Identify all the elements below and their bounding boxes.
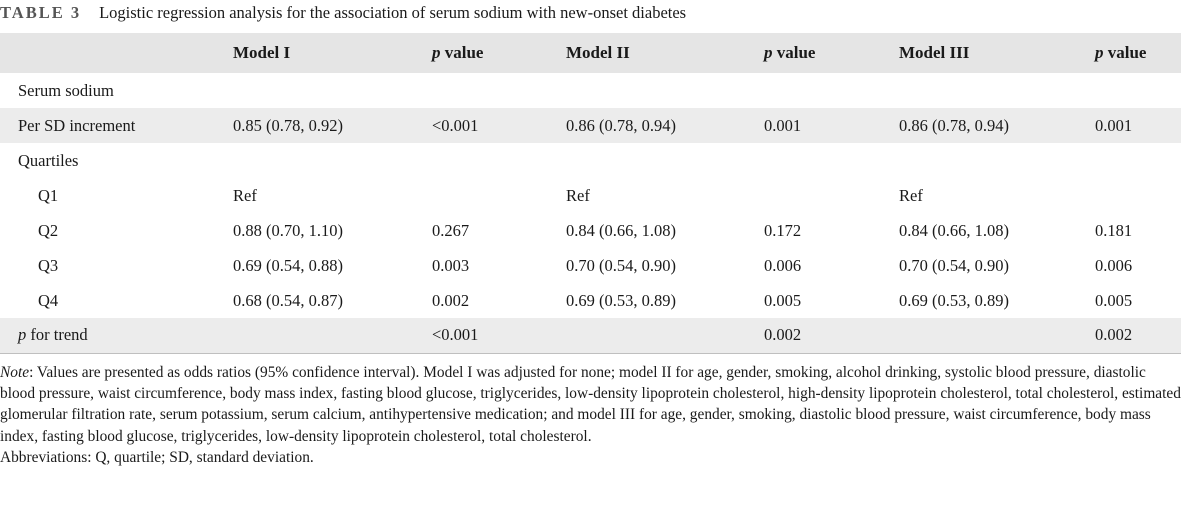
table-label: TABLE 3: [0, 3, 82, 22]
odds-ratio-cell: 0.86 (0.78, 0.94): [566, 115, 676, 135]
row-label: Q1: [38, 185, 59, 205]
odds-ratio-cell: 0.85 (0.78, 0.92): [233, 115, 343, 135]
row-label-text: for trend: [30, 325, 88, 345]
p-value-cell: [764, 143, 899, 178]
table-body: Serum sodium Per SD increment 0.85 (0.78, …: [0, 73, 1181, 353]
p-value-cell: [1095, 73, 1181, 108]
header-model-1: Model I: [233, 43, 291, 62]
p-value-cell: 0.172: [764, 220, 802, 240]
table-row: Per SD increment 0.85 (0.78, 0.92) <0.001 0…: [0, 108, 1181, 143]
row-label: p for trend: [0, 318, 233, 353]
p-value-cell: [764, 178, 899, 213]
row-label: Per SD increment: [18, 115, 136, 135]
odds-ratio-cell: [899, 73, 1095, 108]
table-row: Q1 Ref Ref Ref: [0, 178, 1181, 213]
odds-ratio-cell: 0.69 (0.53, 0.89): [899, 290, 1009, 310]
p-value-cell: [432, 178, 566, 213]
table-footnote: Note: Values are presented as odds ratio…: [0, 362, 1181, 468]
header-model-2: Model II: [566, 43, 630, 62]
odds-ratio-cell: [233, 318, 432, 353]
table-header-row: Model I p value Model II p value Model I…: [0, 33, 1181, 73]
p-value-cell: [432, 143, 566, 178]
header-model-3: Model III: [899, 43, 970, 62]
p-value-cell: [1095, 143, 1181, 178]
p-value-cell: 0.181: [1095, 220, 1133, 240]
table-caption: TABLE 3 Logistic regression analysis for …: [0, 2, 686, 24]
odds-ratio-cell: [566, 143, 764, 178]
note-text: : Values are presented as odds ratios (9…: [0, 364, 1181, 445]
odds-ratio-cell: 0.88 (0.70, 1.10): [233, 220, 343, 240]
odds-ratio-cell: [233, 143, 432, 178]
table-row: Serum sodium: [0, 73, 1181, 108]
table-row: p for trend <0.001 0.002 0.002: [0, 318, 1181, 353]
odds-ratio-cell: Ref: [899, 185, 923, 205]
table-row: Q3 0.69 (0.54, 0.88) 0.003 0.70 (0.54, 0.90…: [0, 248, 1181, 283]
odds-ratio-cell: [899, 318, 1095, 353]
p-value-cell: 0.002: [764, 325, 802, 345]
odds-ratio-cell: [566, 73, 764, 108]
p-value-cell: 0.003: [432, 255, 470, 275]
note-label: Note: [0, 364, 30, 381]
table-row: Q2 0.88 (0.70, 1.10) 0.267 0.84 (0.66, 1.08…: [0, 213, 1181, 248]
p-value-cell: 0.001: [1095, 115, 1133, 135]
odds-ratio-cell: Ref: [233, 185, 257, 205]
p-value-cell: 0.002: [432, 290, 470, 310]
odds-ratio-cell: [566, 318, 764, 353]
odds-ratio-cell: [233, 73, 432, 108]
p-value-cell: 0.006: [764, 255, 802, 275]
header-variable: [0, 33, 233, 73]
p-prefix: p: [18, 325, 27, 345]
regression-table: Model I p value Model II p value Model I…: [0, 33, 1181, 354]
p-value-cell: <0.001: [432, 325, 479, 345]
regression-table-container: Model I p value Model II p value Model I…: [0, 33, 1181, 354]
odds-ratio-cell: 0.86 (0.78, 0.94): [899, 115, 1009, 135]
odds-ratio-cell: 0.69 (0.54, 0.88): [233, 255, 343, 275]
row-label: Quartiles: [18, 150, 79, 170]
odds-ratio-cell: 0.84 (0.66, 1.08): [566, 220, 676, 240]
p-value-cell: [764, 73, 899, 108]
table-row: Q4 0.68 (0.54, 0.87) 0.002 0.69 (0.53, 0.89…: [0, 283, 1181, 318]
p-value-cell: [1095, 178, 1181, 213]
odds-ratio-cell: 0.69 (0.53, 0.89): [566, 290, 676, 310]
header-p-value-1: p value: [432, 43, 484, 62]
p-value-cell: 0.005: [764, 290, 802, 310]
p-value-cell: 0.002: [1095, 325, 1133, 345]
header-p-value-3: p value: [1095, 43, 1147, 62]
odds-ratio-cell: Ref: [566, 185, 590, 205]
table-title: Logistic regression analysis for the ass…: [99, 3, 687, 22]
header-p-value-2: p value: [764, 43, 816, 62]
p-value-cell: [432, 73, 566, 108]
row-label: Serum sodium: [18, 80, 114, 100]
odds-ratio-cell: 0.70 (0.54, 0.90): [899, 255, 1009, 275]
row-label: Q3: [38, 255, 59, 275]
p-value-cell: 0.001: [764, 115, 802, 135]
odds-ratio-cell: 0.84 (0.66, 1.08): [899, 220, 1009, 240]
row-label: Q2: [38, 220, 59, 240]
p-value-cell: <0.001: [432, 115, 479, 135]
table-row: Quartiles: [0, 143, 1181, 178]
odds-ratio-cell: [899, 143, 1095, 178]
row-label: Q4: [38, 290, 59, 310]
p-value-cell: 0.005: [1095, 290, 1133, 310]
p-value-cell: 0.006: [1095, 255, 1133, 275]
odds-ratio-cell: 0.68 (0.54, 0.87): [233, 290, 343, 310]
note-paragraph: Note: Values are presented as odds ratio…: [0, 362, 1181, 447]
odds-ratio-cell: 0.70 (0.54, 0.90): [566, 255, 676, 275]
abbreviations-line: Abbreviations: Q, quartile; SD, standard…: [0, 448, 314, 466]
p-value-cell: 0.267: [432, 220, 470, 240]
